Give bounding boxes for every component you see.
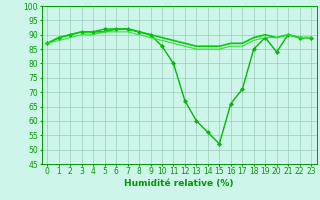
X-axis label: Humidité relative (%): Humidité relative (%): [124, 179, 234, 188]
